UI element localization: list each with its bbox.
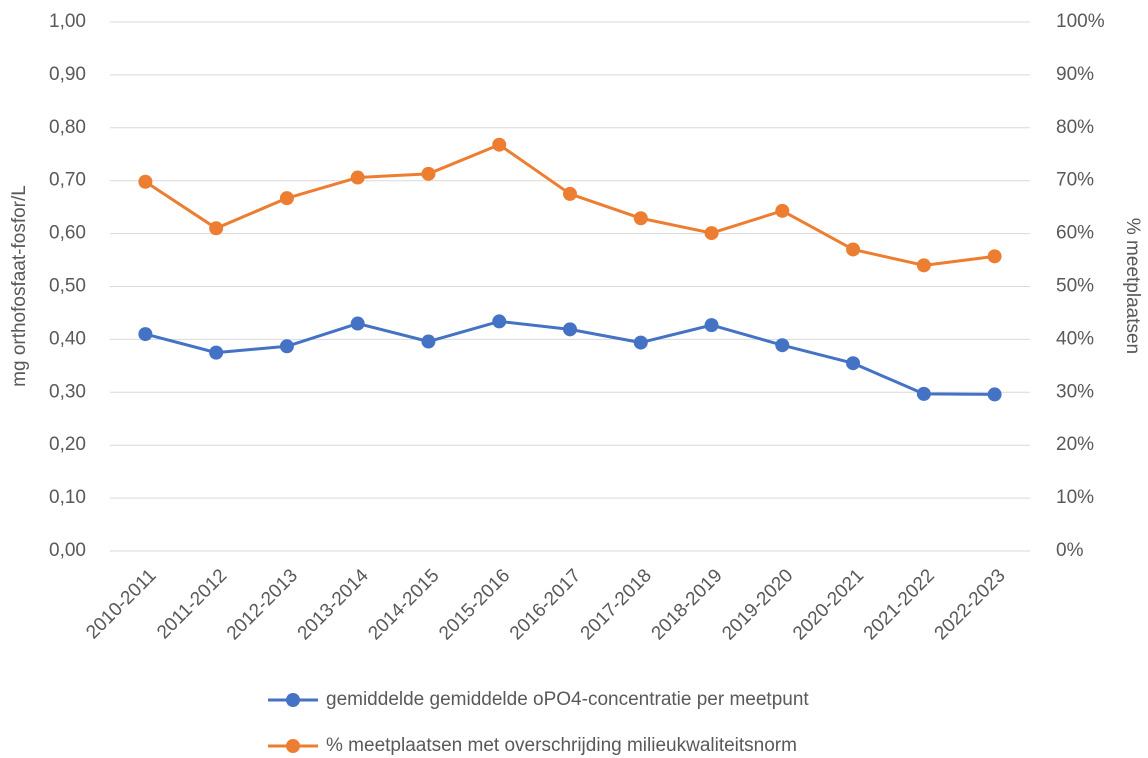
y2-tick-label: 80%: [1056, 117, 1094, 138]
y2-axis-title: % meetplaatsen: [1122, 218, 1143, 354]
y2-tick-label: 70%: [1056, 170, 1094, 191]
y2-tick-label: 50%: [1056, 276, 1094, 297]
data-point: [846, 242, 861, 257]
data-point: [633, 335, 648, 350]
y2-tick-label: 0%: [1056, 540, 1084, 561]
y2-tick-label: 90%: [1056, 64, 1094, 85]
x-tick-label: 2020-2021: [789, 565, 868, 644]
x-tick-label: 2016-2017: [506, 565, 585, 644]
y2-tick-label: 40%: [1056, 328, 1094, 349]
data-point: [421, 166, 436, 181]
x-tick-label: 2015-2016: [435, 565, 514, 644]
y-tick-label: 0,40: [49, 328, 86, 349]
x-tick-label: 2013-2014: [294, 565, 373, 644]
x-tick-label: 2022-2023: [931, 565, 1010, 644]
y-tick-label: 0,90: [49, 64, 86, 85]
data-point: [563, 186, 577, 201]
legend-label: % meetplaatsen met overschrijding milieu…: [326, 735, 797, 756]
y-axis-title: mg orthofosfaat-fosfor/L: [9, 185, 30, 387]
y-tick-label: 0,60: [49, 223, 86, 244]
y2-tick-label: 20%: [1056, 434, 1094, 455]
data-point: [704, 226, 719, 241]
y-tick-label: 0,30: [49, 381, 86, 402]
y-tick-label: 0,00: [49, 540, 86, 561]
y-tick-label: 0,20: [49, 434, 86, 455]
data-point: [987, 249, 1002, 264]
data-point: [987, 387, 1002, 402]
legend-marker: [286, 739, 300, 753]
y2-tick-label: 100%: [1056, 11, 1105, 32]
data-point: [563, 322, 577, 337]
data-point: [704, 318, 719, 333]
x-tick-label: 2017-2018: [577, 565, 656, 644]
y2-tick-label: 60%: [1056, 223, 1094, 244]
legend-marker: [286, 693, 300, 707]
x-tick-label: 2019-2020: [718, 565, 797, 644]
data-point: [350, 170, 365, 185]
y-tick-label: 0,80: [49, 117, 86, 138]
x-tick-label: 2018-2019: [648, 565, 727, 644]
data-point: [846, 356, 861, 371]
x-tick-label: 2021-2022: [860, 565, 939, 644]
y2-tick-label: 10%: [1056, 487, 1094, 508]
data-point: [775, 338, 790, 353]
y-tick-label: 0,50: [49, 276, 86, 297]
data-point: [775, 203, 790, 218]
y-tick-label: 0,70: [49, 170, 86, 191]
data-point: [138, 327, 153, 342]
data-point: [633, 211, 648, 226]
data-point: [138, 174, 153, 189]
y-tick-label: 1,00: [49, 11, 86, 32]
data-point: [209, 221, 224, 236]
data-point: [916, 258, 931, 273]
x-tick-label: 2014-2015: [364, 565, 443, 644]
x-tick-label: 2010-2011: [82, 565, 160, 643]
data-point: [421, 334, 436, 349]
x-tick-label: 2011-2012: [153, 565, 231, 643]
data-point: [279, 191, 294, 206]
data-point: [492, 314, 507, 329]
x-tick-label: 2012-2013: [223, 565, 302, 644]
legend-label: gemiddelde gemiddelde oPO4-concentratie …: [326, 689, 809, 710]
y-tick-label: 0,10: [49, 487, 86, 508]
y2-tick-label: 30%: [1056, 381, 1094, 402]
series-line: [144, 143, 995, 267]
data-point: [916, 386, 931, 401]
data-point: [492, 137, 507, 152]
data-point: [279, 339, 294, 354]
data-point: [209, 345, 224, 360]
data-point: [350, 316, 365, 331]
